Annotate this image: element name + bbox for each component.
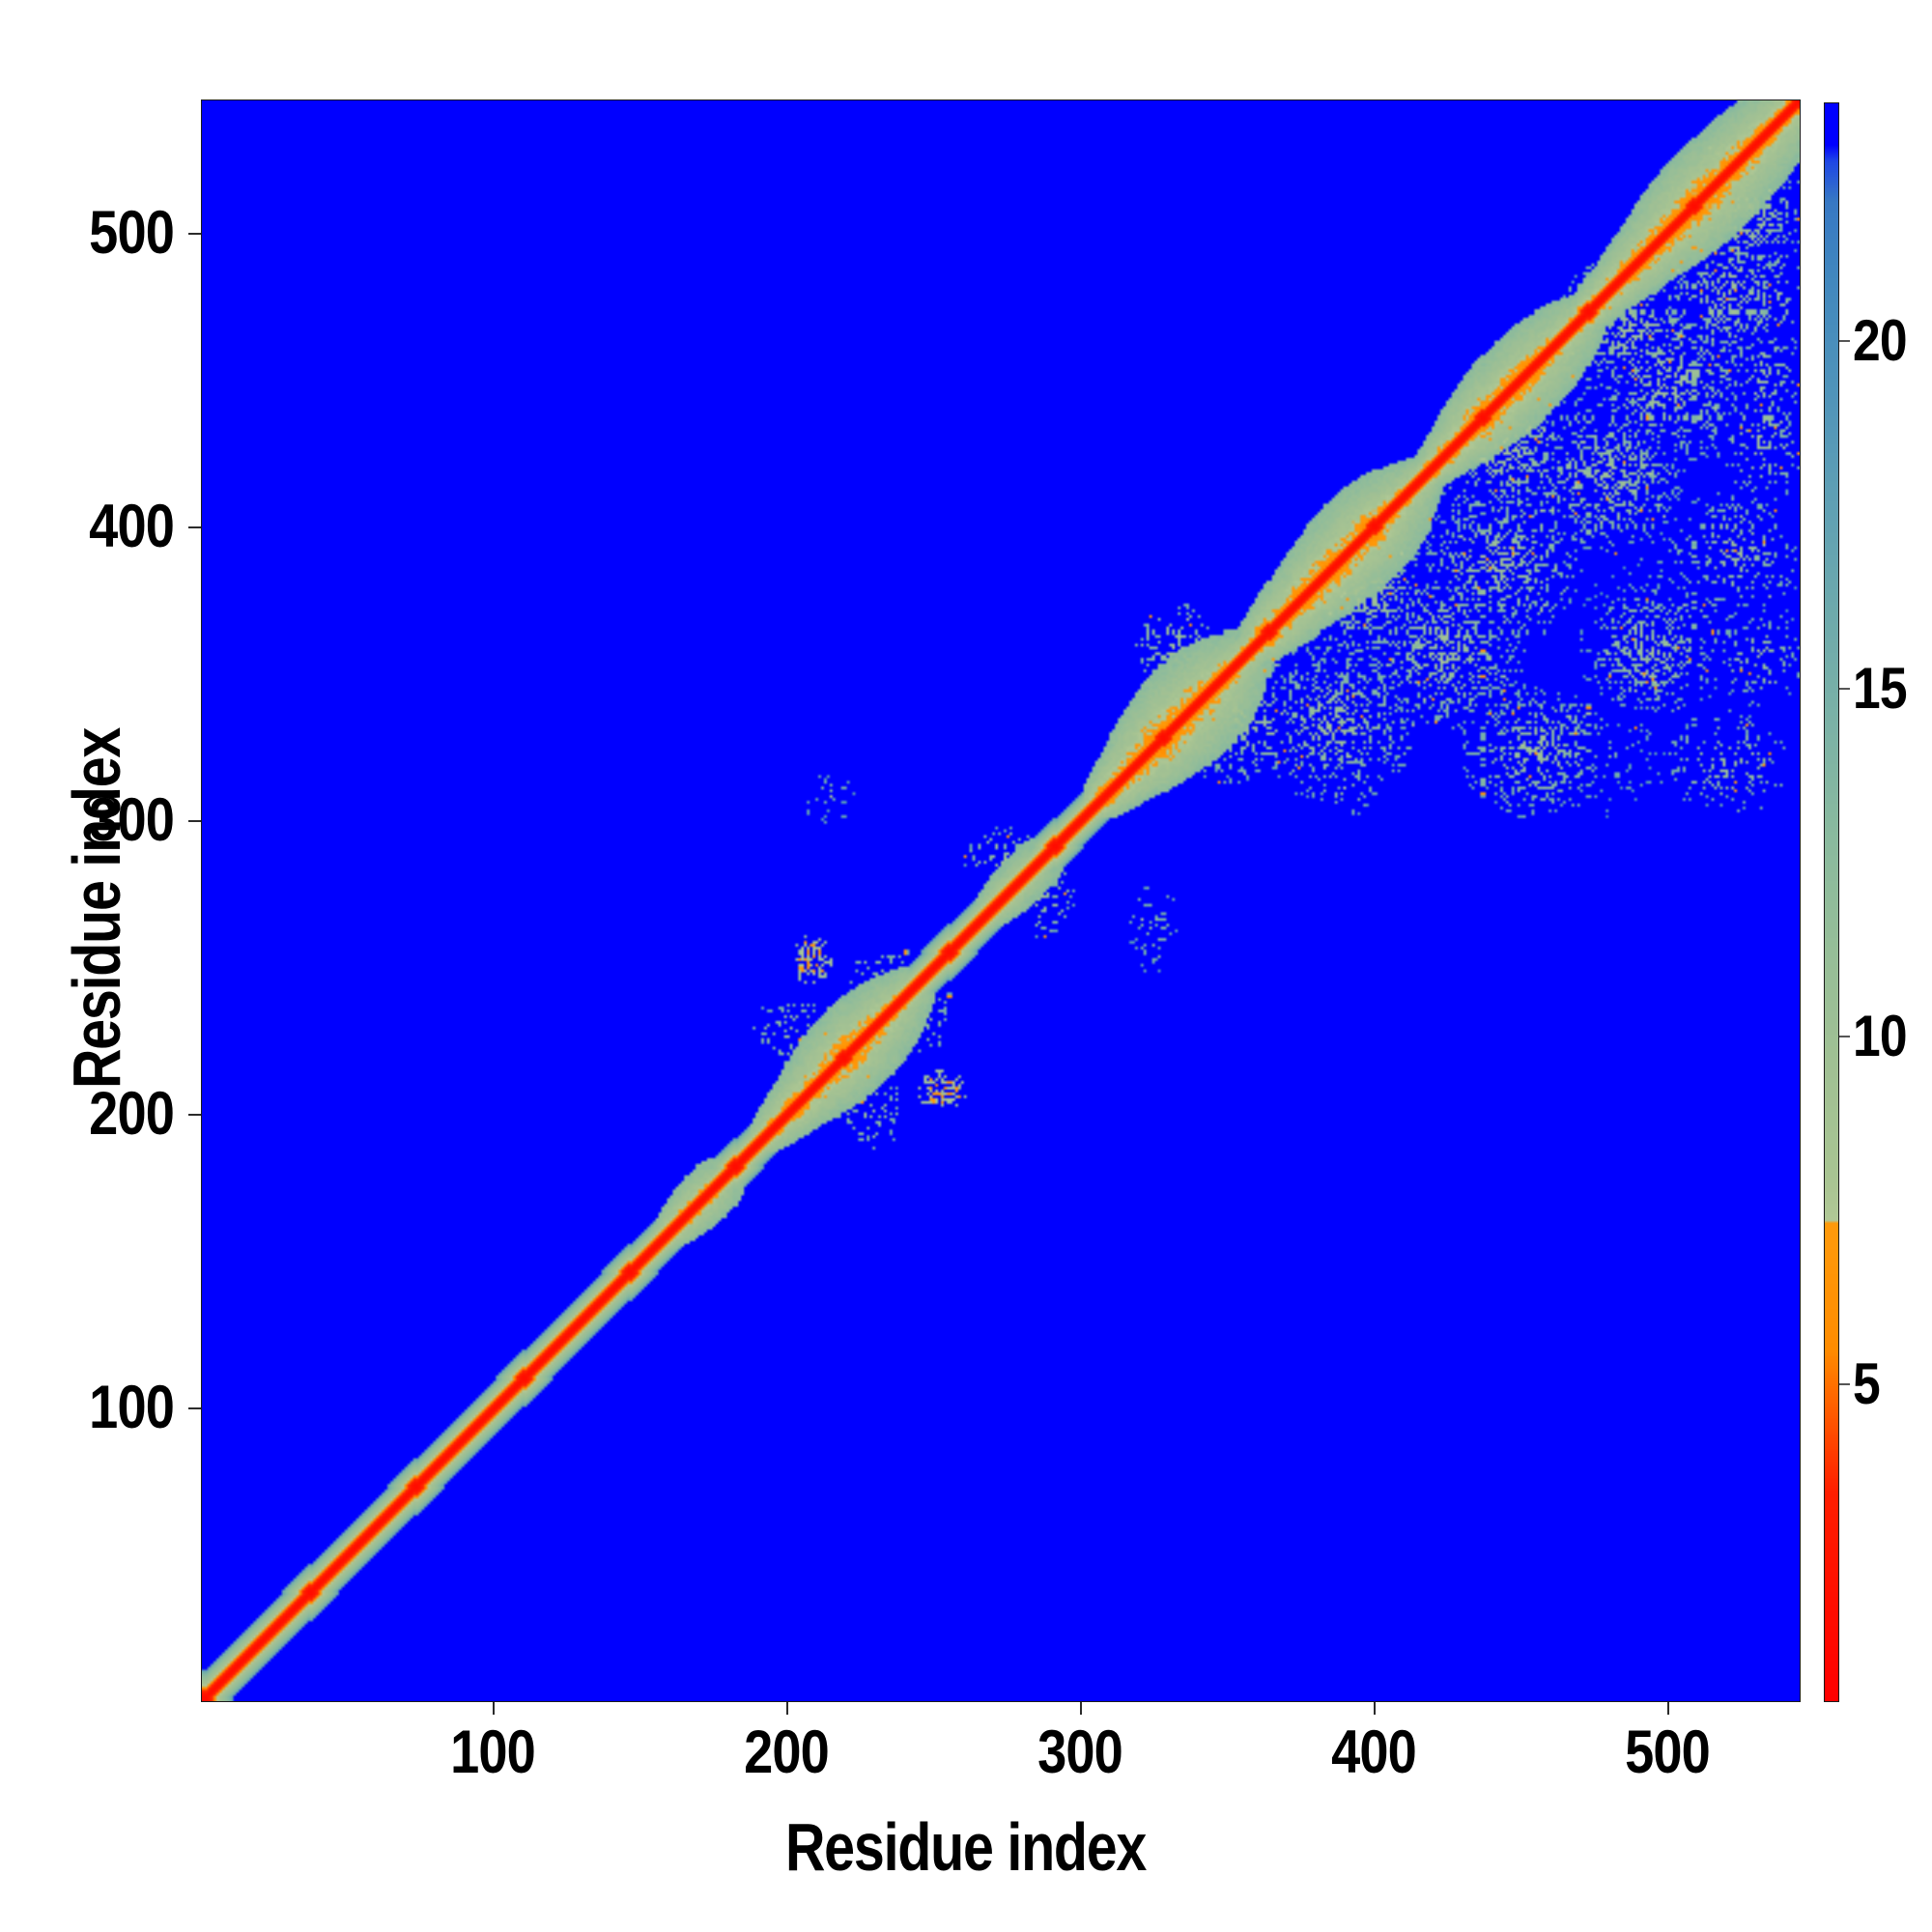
contact-map-heatmap bbox=[202, 100, 1800, 1701]
y-tick-label-100: 100 bbox=[89, 1374, 175, 1441]
colorbar bbox=[1824, 102, 1839, 1702]
colorbar-label-10: 10 bbox=[1853, 1004, 1908, 1068]
y-axis-title: Residue index bbox=[58, 425, 135, 1391]
x-tick-label-500: 500 bbox=[1625, 1719, 1711, 1786]
y-tick-label-400: 400 bbox=[89, 493, 175, 560]
colorbar-tick-10 bbox=[1839, 1036, 1850, 1037]
colorbar-label-5: 5 bbox=[1853, 1351, 1881, 1416]
x-tick-label-200: 200 bbox=[744, 1719, 830, 1786]
x-tick-label-100: 100 bbox=[450, 1719, 536, 1786]
contact-map-plot-area[interactable] bbox=[201, 99, 1801, 1702]
x-tick-label-400: 400 bbox=[1331, 1719, 1417, 1786]
y-tick-400 bbox=[188, 526, 201, 528]
y-tick-100 bbox=[188, 1407, 201, 1409]
x-tick-200 bbox=[786, 1702, 788, 1715]
x-tick-label-300: 300 bbox=[1037, 1719, 1123, 1786]
y-tick-label-500: 500 bbox=[89, 199, 175, 267]
x-tick-100 bbox=[493, 1702, 495, 1715]
x-tick-500 bbox=[1667, 1702, 1669, 1715]
x-tick-400 bbox=[1374, 1702, 1376, 1715]
colorbar-label-15: 15 bbox=[1853, 656, 1908, 721]
x-axis-title: Residue index bbox=[0, 1808, 1932, 1886]
colorbar-label-20: 20 bbox=[1853, 308, 1908, 373]
y-tick-200 bbox=[188, 1114, 201, 1116]
y-tick-label-300: 300 bbox=[89, 786, 175, 854]
x-tick-300 bbox=[1080, 1702, 1082, 1715]
colorbar-tick-5 bbox=[1839, 1383, 1850, 1385]
y-tick-label-200: 200 bbox=[89, 1080, 175, 1148]
colorbar-tick-15 bbox=[1839, 688, 1850, 690]
colorbar-tick-20 bbox=[1839, 340, 1850, 342]
y-axis-title-text: Residue index bbox=[59, 727, 134, 1089]
colorbar-gradient bbox=[1825, 103, 1838, 1701]
y-tick-300 bbox=[188, 820, 201, 822]
x-axis-title-text: Residue index bbox=[785, 1809, 1147, 1885]
y-tick-500 bbox=[188, 233, 201, 235]
